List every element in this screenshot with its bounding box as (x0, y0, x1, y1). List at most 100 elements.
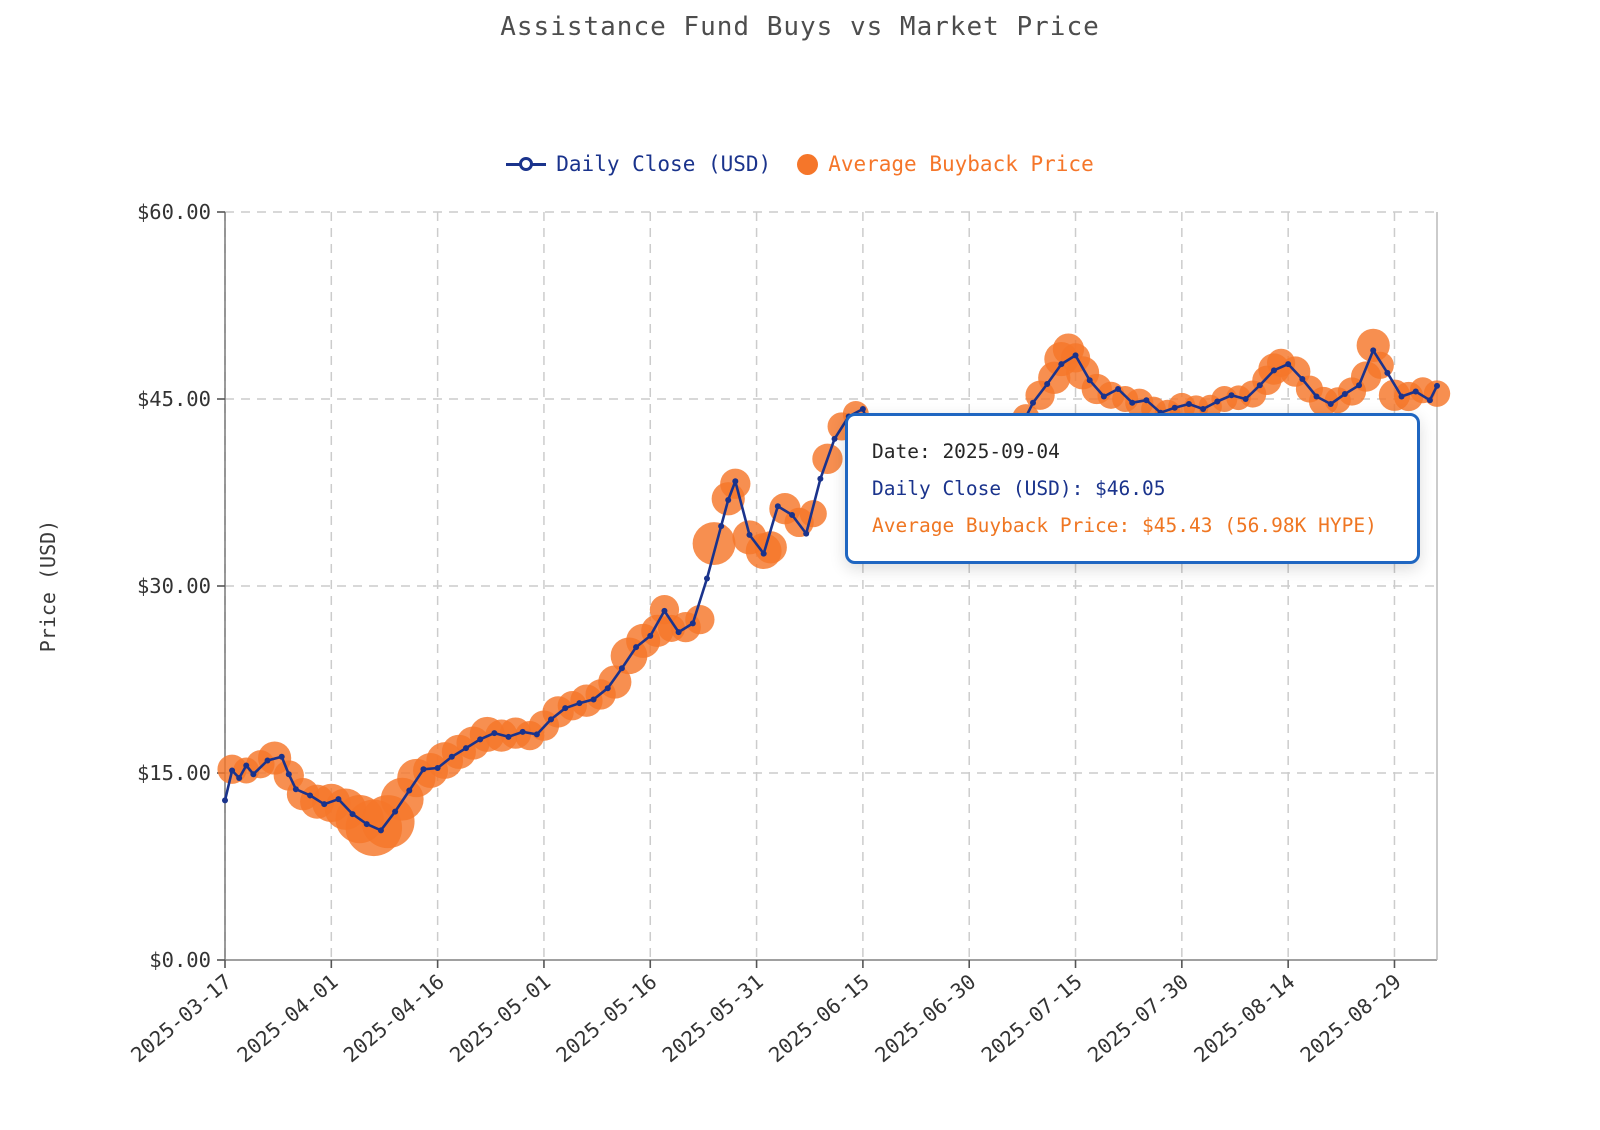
x-tick-label: 2025-08-29 (1296, 969, 1406, 1067)
daily-close-marker[interactable] (789, 511, 796, 518)
daily-close-marker[interactable] (1242, 396, 1249, 402)
daily-close-marker[interactable] (1100, 393, 1107, 400)
daily-close-marker[interactable] (803, 530, 810, 537)
daily-close-marker[interactable] (675, 629, 682, 636)
daily-close-marker[interactable] (1412, 388, 1419, 395)
daily-close-marker[interactable] (817, 475, 824, 482)
daily-close-marker[interactable] (859, 405, 866, 412)
x-tick-label: 2025-07-15 (977, 969, 1087, 1067)
y-tick-label: $60.00 (137, 200, 211, 224)
daily-close-marker[interactable] (774, 503, 781, 510)
buyback-bubble[interactable] (685, 605, 715, 635)
daily-close-marker[interactable] (229, 767, 236, 774)
daily-close-marker[interactable] (1398, 393, 1405, 400)
x-tick-label: 2025-07-30 (1083, 969, 1193, 1067)
daily-close-marker[interactable] (335, 796, 342, 803)
daily-close-marker[interactable] (1434, 382, 1440, 389)
daily-close-marker[interactable] (1143, 397, 1150, 404)
daily-close-marker[interactable] (236, 774, 243, 781)
daily-close-marker[interactable] (285, 771, 292, 778)
daily-close-marker[interactable] (243, 762, 250, 769)
daily-close-marker[interactable] (1256, 382, 1263, 389)
daily-close-marker[interactable] (1299, 376, 1306, 383)
daily-close-marker[interactable] (1058, 361, 1065, 368)
daily-close-marker[interactable] (1356, 382, 1363, 389)
daily-close-marker[interactable] (732, 478, 739, 485)
buyback-bubble[interactable] (799, 500, 827, 528)
daily-close-marker[interactable] (307, 792, 314, 799)
daily-close-marker[interactable] (392, 808, 399, 815)
daily-close-marker[interactable] (604, 685, 611, 692)
tooltip: Date: 2025-09-04 Daily Close (USD): $46.… (845, 413, 1420, 564)
daily-close-marker[interactable] (1072, 352, 1079, 359)
daily-close-marker[interactable] (1341, 391, 1348, 398)
tooltip-daily-close: Daily Close (USD): $46.05 (872, 477, 1166, 500)
y-tick-label: $45.00 (137, 387, 211, 411)
daily-close-marker[interactable] (1270, 367, 1277, 374)
daily-close-marker[interactable] (1200, 405, 1207, 412)
legend-item-daily-close[interactable]: Daily Close (USD) (506, 152, 771, 176)
legend: Daily Close (USD) Average Buyback Price (0, 152, 1600, 176)
y-tick-label: $15.00 (137, 761, 211, 785)
daily-close-marker[interactable] (533, 731, 540, 738)
legend-label-daily-close: Daily Close (USD) (556, 152, 772, 176)
daily-close-marker[interactable] (746, 531, 753, 538)
daily-close-marker[interactable] (1115, 386, 1122, 393)
daily-close-marker[interactable] (321, 801, 328, 808)
daily-close-marker[interactable] (689, 620, 696, 627)
daily-close-marker[interactable] (760, 550, 767, 557)
daily-close-marker[interactable] (222, 797, 228, 804)
daily-close-marker[interactable] (434, 765, 441, 772)
tooltip-date: Date: 2025-09-04 (872, 440, 1060, 463)
x-tick-label: 2025-04-01 (233, 969, 343, 1067)
daily-close-marker[interactable] (448, 753, 455, 760)
x-tick-label: 2025-05-16 (552, 969, 662, 1067)
daily-close-marker[interactable] (562, 705, 569, 712)
x-tick-label: 2025-06-30 (870, 969, 980, 1067)
daily-close-marker[interactable] (1044, 381, 1051, 388)
daily-close-marker[interactable] (519, 728, 526, 735)
daily-close-marker[interactable] (1171, 404, 1178, 411)
daily-close-marker[interactable] (647, 632, 654, 639)
daily-close-marker[interactable] (1313, 393, 1320, 400)
daily-close-marker[interactable] (491, 730, 498, 737)
daily-close-marker[interactable] (1185, 400, 1192, 407)
daily-close-marker[interactable] (1030, 399, 1036, 406)
daily-close-marker[interactable] (618, 665, 625, 672)
daily-close-marker[interactable] (406, 787, 413, 794)
daily-close-marker[interactable] (661, 607, 668, 614)
daily-close-marker[interactable] (1426, 397, 1433, 404)
daily-close-marker[interactable] (703, 575, 710, 582)
daily-close-marker[interactable] (1384, 369, 1391, 376)
daily-close-marker[interactable] (505, 733, 512, 740)
daily-close-marker[interactable] (278, 753, 285, 760)
daily-close-marker[interactable] (349, 811, 356, 818)
daily-close-marker[interactable] (292, 786, 299, 793)
daily-close-marker[interactable] (831, 435, 838, 442)
daily-close-marker[interactable] (363, 821, 370, 828)
daily-close-marker[interactable] (1214, 398, 1221, 405)
daily-close-marker[interactable] (250, 771, 257, 778)
daily-close-marker[interactable] (377, 827, 384, 834)
daily-close-marker[interactable] (462, 745, 469, 752)
daily-close-marker[interactable] (1285, 361, 1292, 368)
daily-close-marker[interactable] (1228, 392, 1235, 399)
daily-close-marker[interactable] (1370, 347, 1377, 354)
daily-close-marker[interactable] (718, 523, 725, 530)
daily-close-marker[interactable] (477, 736, 484, 743)
daily-close-marker[interactable] (1327, 400, 1334, 407)
daily-close-marker[interactable] (633, 644, 640, 651)
daily-close-marker[interactable] (590, 696, 597, 703)
daily-close-marker[interactable] (420, 766, 427, 773)
daily-close-marker[interactable] (1129, 399, 1136, 406)
daily-close-marker[interactable] (264, 757, 271, 764)
daily-close-marker[interactable] (1086, 377, 1093, 384)
daily-close-marker[interactable] (576, 700, 583, 707)
legend-item-buyback[interactable]: Average Buyback Price (797, 152, 1094, 176)
daily-close-marker[interactable] (548, 716, 555, 723)
buyback-bubble[interactable] (692, 522, 736, 566)
daily-close-marker[interactable] (725, 496, 732, 503)
x-tick-label: 2025-05-31 (658, 969, 768, 1067)
